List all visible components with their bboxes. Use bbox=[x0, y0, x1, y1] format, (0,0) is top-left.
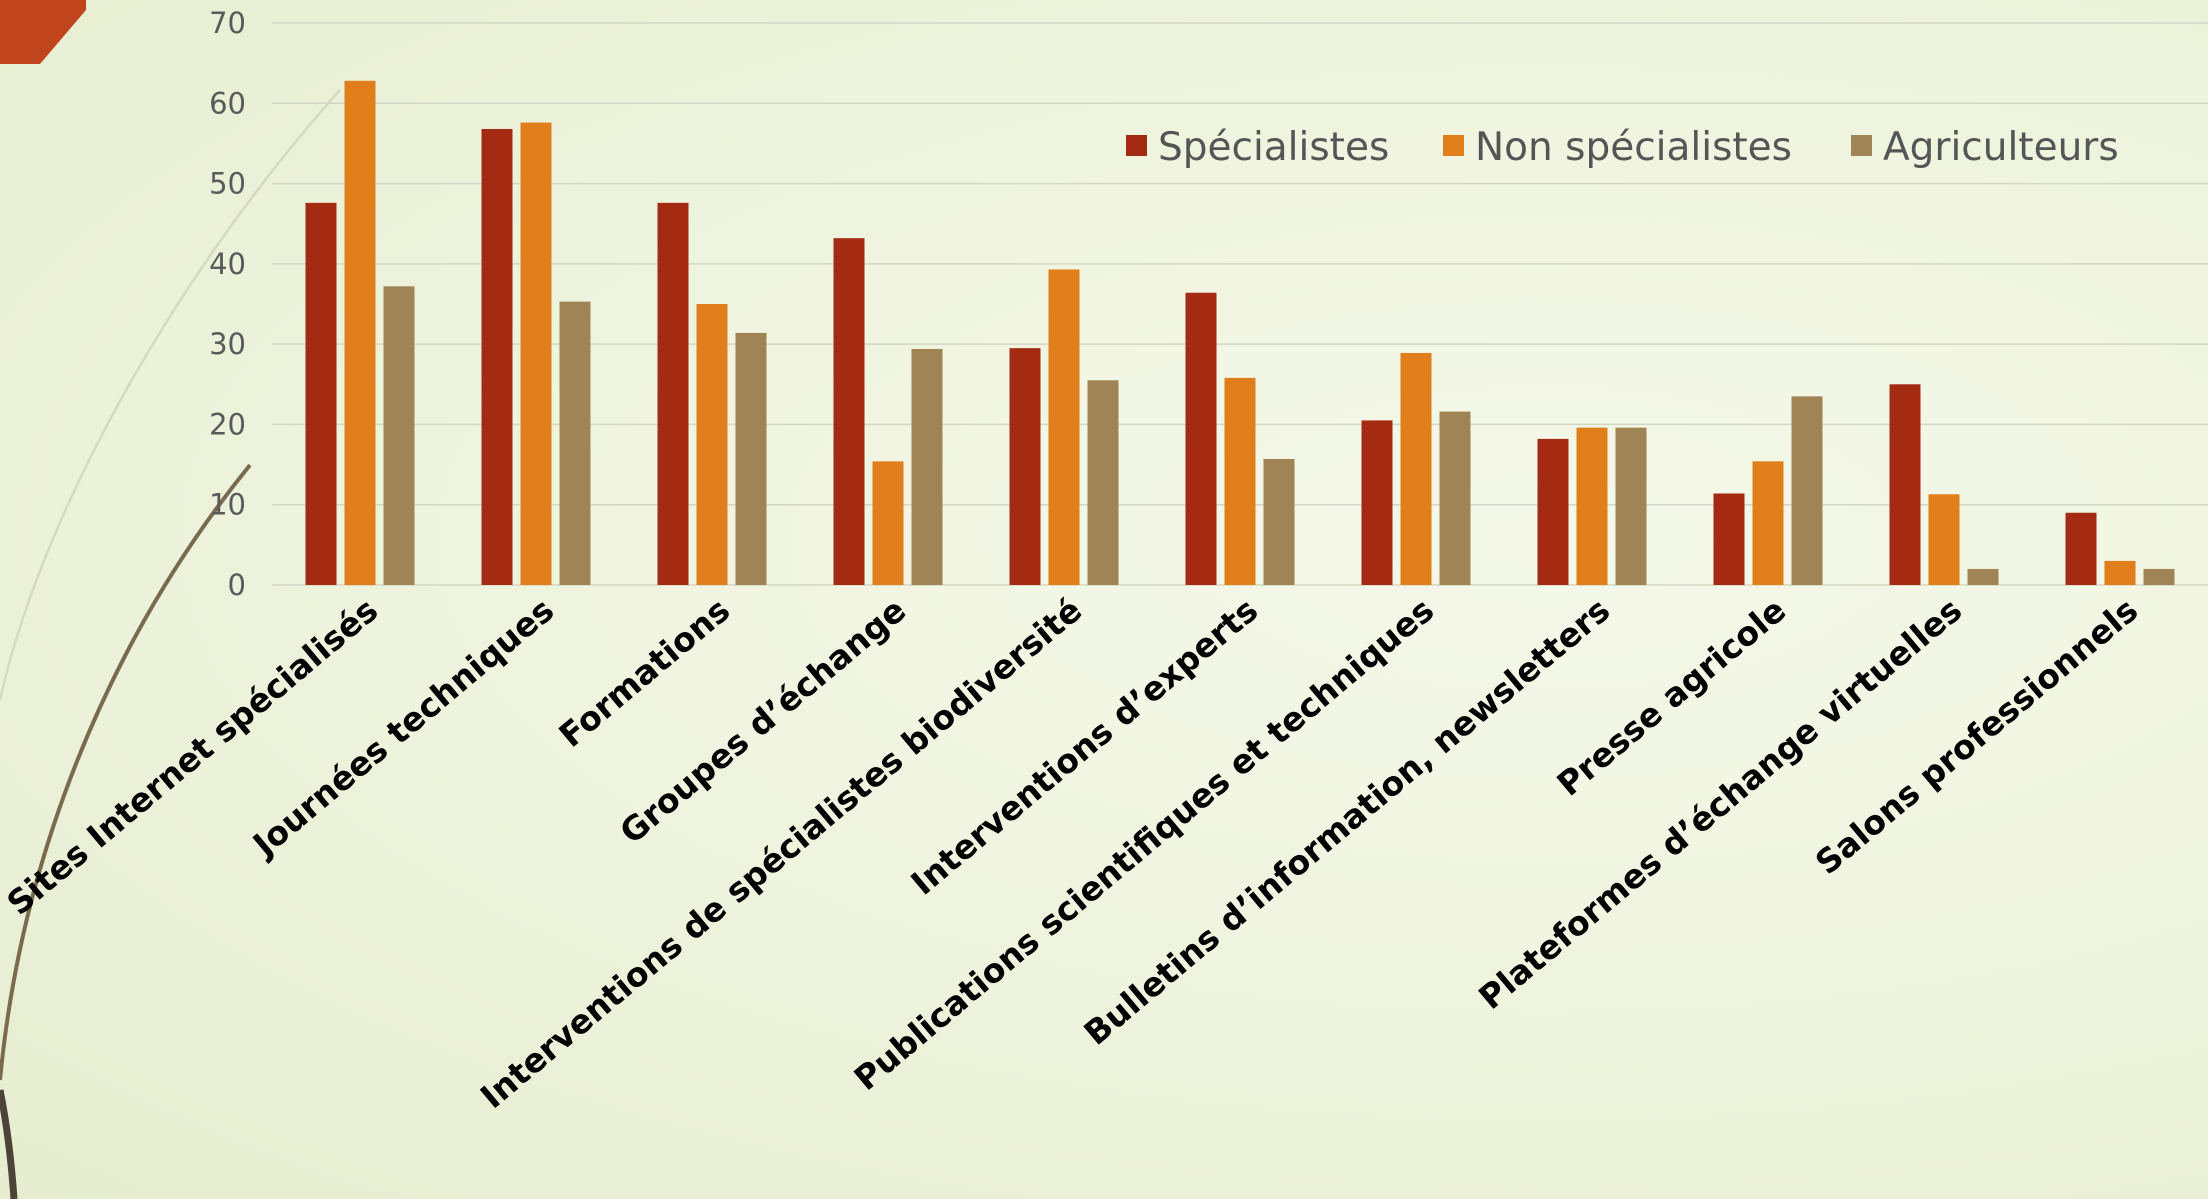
bar-3 bbox=[735, 332, 767, 585]
x-tick-label: Groupes d’échange bbox=[612, 590, 913, 851]
corner-accent-shape bbox=[0, 0, 86, 64]
bar-1 bbox=[1537, 438, 1569, 585]
bar-3 bbox=[1967, 568, 1999, 585]
legend-swatch bbox=[1443, 135, 1464, 156]
bar-3 bbox=[383, 286, 415, 585]
y-tick-label: 10 bbox=[209, 488, 246, 522]
y-tick-label: 0 bbox=[228, 568, 246, 602]
bar-2 bbox=[872, 461, 904, 585]
bar-2 bbox=[1224, 377, 1256, 585]
legend-label: Agriculteurs bbox=[1883, 125, 2119, 170]
bar-1 bbox=[481, 128, 513, 585]
bar-3 bbox=[911, 348, 943, 585]
legend-label: Non spécialistes bbox=[1475, 125, 1792, 170]
bar-3 bbox=[559, 301, 591, 585]
x-tick-label: Interventions d’experts bbox=[903, 590, 1265, 902]
bar-2 bbox=[696, 304, 728, 585]
bar-3 bbox=[1791, 396, 1823, 585]
bar-3 bbox=[1263, 458, 1295, 585]
y-tick-label: 40 bbox=[209, 247, 246, 281]
x-tick-label: Publications scientifiques et techniques bbox=[847, 590, 1442, 1098]
bar-1 bbox=[1185, 292, 1217, 585]
x-tick-label: Salons professionnels bbox=[1808, 590, 2145, 882]
x-tick-label: Interventions de spécialistes biodiversi… bbox=[473, 590, 1089, 1116]
bar-2 bbox=[344, 80, 376, 585]
bar-2 bbox=[1048, 269, 1080, 585]
bar-1 bbox=[1713, 493, 1745, 585]
bar-2 bbox=[520, 122, 552, 585]
bar-1 bbox=[833, 238, 865, 585]
bar-1 bbox=[657, 202, 689, 585]
bar-1 bbox=[1009, 348, 1041, 585]
decorative-arc-thin bbox=[0, 89, 341, 701]
bar-1 bbox=[1889, 384, 1921, 585]
y-tick-label: 20 bbox=[209, 407, 246, 441]
x-tick-label: Formations bbox=[551, 590, 737, 755]
bar-2 bbox=[2104, 560, 2136, 585]
x-tick-label: Sites Internet spécialisés bbox=[0, 590, 385, 922]
bar-2 bbox=[1752, 461, 1784, 585]
bar-2 bbox=[1576, 427, 1608, 585]
bar-3 bbox=[1087, 380, 1119, 585]
decorative-arc-bottom bbox=[0, 1089, 18, 1199]
bar-1 bbox=[2065, 512, 2097, 585]
bar-3 bbox=[2143, 568, 2175, 585]
y-tick-label: 30 bbox=[209, 327, 246, 361]
decorative-arc-thick bbox=[0, 463, 252, 1081]
y-tick-label: 70 bbox=[209, 6, 246, 40]
legend-swatch bbox=[1126, 135, 1147, 156]
bar-3 bbox=[1439, 411, 1471, 585]
bar-1 bbox=[305, 202, 337, 585]
x-tick-label: Journées techniques bbox=[244, 590, 561, 865]
legend-swatch bbox=[1851, 135, 1872, 156]
bar-2 bbox=[1400, 352, 1432, 585]
legend-label: Spécialistes bbox=[1158, 125, 1389, 170]
y-tick-label: 50 bbox=[209, 167, 246, 201]
y-tick-label: 60 bbox=[209, 86, 246, 120]
bar-1 bbox=[1361, 420, 1393, 585]
bar-2 bbox=[1928, 494, 1960, 585]
bar-3 bbox=[1615, 427, 1647, 585]
